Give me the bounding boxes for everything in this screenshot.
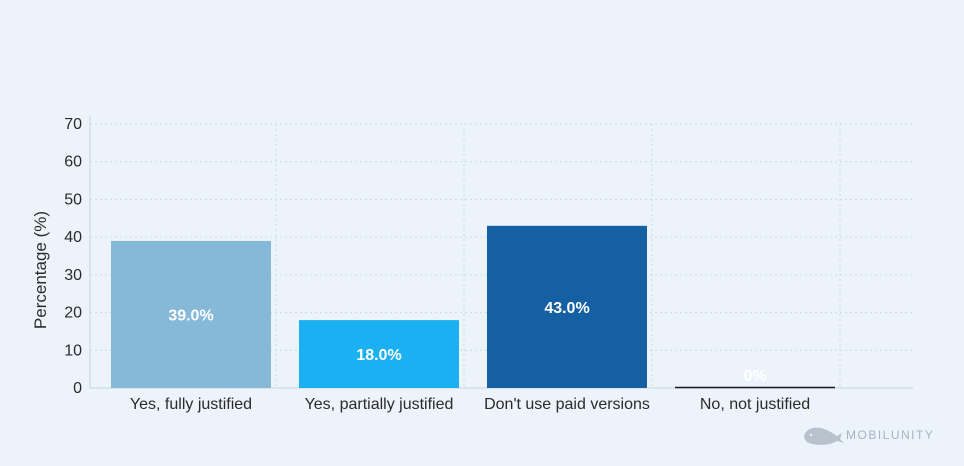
bar [299, 320, 459, 388]
data-labels: 39.0% 18.0% 43.0% 0% [168, 300, 766, 385]
mobilunity-logo: MOBILUNITY [804, 427, 934, 445]
category-label: Don't use paid versions [484, 396, 650, 413]
y-tick-label: 0 [73, 380, 82, 397]
bar [111, 240, 271, 388]
y-tick-label: 10 [64, 342, 82, 359]
y-tick-labels: 0 10 20 30 40 50 60 70 [64, 116, 82, 397]
y-axis-label: Percentage (%) [31, 211, 50, 329]
category-label: Yes, fully justified [130, 396, 252, 413]
y-tick-label: 30 [64, 267, 82, 284]
category-label: Yes, partially justified [305, 396, 454, 413]
data-label: 39.0% [168, 307, 213, 324]
data-label: 0% [743, 368, 766, 385]
category-labels: Yes, fully justified Yes, partially justi… [130, 396, 810, 413]
y-tick-label: 40 [64, 229, 82, 246]
y-tick-label: 60 [64, 154, 82, 171]
y-tick-label: 20 [64, 305, 82, 322]
whale-icon [804, 427, 844, 445]
y-tick-label: 50 [64, 191, 82, 208]
bar [487, 225, 647, 388]
watermark-text: MOBILUNITY [846, 428, 934, 442]
category-label: No, not justified [700, 396, 810, 413]
data-label: 18.0% [356, 347, 401, 364]
y-tick-label: 70 [64, 116, 82, 133]
bars [111, 225, 835, 389]
data-label: 43.0% [544, 300, 589, 317]
